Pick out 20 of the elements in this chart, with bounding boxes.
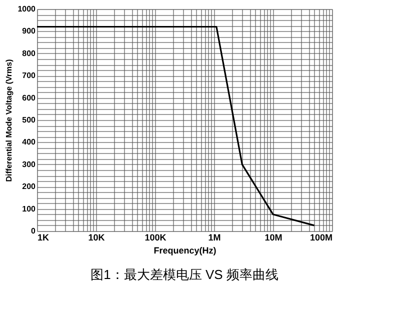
y-tick-label: 1000 xyxy=(18,4,36,14)
y-tick-label: 800 xyxy=(22,48,36,58)
y-tick-label: 200 xyxy=(22,182,36,192)
x-tick-label: 10K xyxy=(88,232,106,242)
y-tick-label: 400 xyxy=(22,138,36,147)
y-tick-label: 600 xyxy=(22,93,36,102)
y-axis-title: Differential Mode Voltage (Vrms) xyxy=(4,58,14,182)
x-axis-title: Frequency(Hz) xyxy=(154,246,216,256)
x-tick-label: 10M xyxy=(264,232,282,242)
y-tick-label: 100 xyxy=(22,204,36,214)
y-tick-label: 0 xyxy=(31,226,36,236)
text: 图1：最大差模电压 VS 频率曲线 xyxy=(90,267,278,282)
x-tick-label: 1M xyxy=(208,232,221,242)
y-tick-label: 900 xyxy=(22,26,36,36)
x-tick-label: 1K xyxy=(38,232,50,242)
x-tick-label: 100K xyxy=(144,232,167,242)
x-tick-label: 100M xyxy=(310,232,332,242)
y-tick-label: 500 xyxy=(22,116,36,124)
y-tick-label: 300 xyxy=(22,160,36,169)
y-tick-label: 700 xyxy=(22,71,36,80)
